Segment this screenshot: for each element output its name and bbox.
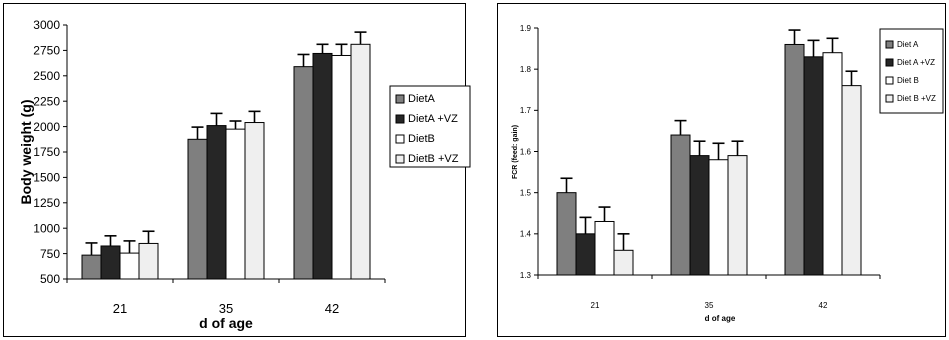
y-axis-title: FCR (feed: gain) bbox=[512, 125, 519, 179]
legend-swatch bbox=[885, 94, 894, 103]
y-tick-label: 1500 bbox=[33, 171, 60, 185]
legend-swatch bbox=[395, 114, 405, 124]
bar bbox=[670, 134, 691, 276]
bar bbox=[312, 52, 333, 280]
bar bbox=[138, 242, 159, 280]
y-tick-label: 1.3 bbox=[520, 271, 532, 280]
right-chart-frame bbox=[497, 3, 946, 337]
legend-swatch bbox=[885, 76, 894, 85]
legend-label: Diet B bbox=[897, 76, 919, 85]
bar bbox=[841, 85, 862, 276]
left-chart-frame bbox=[3, 3, 466, 337]
y-tick-label: 2000 bbox=[33, 120, 60, 134]
x-category-label: 35 bbox=[219, 301, 233, 316]
x-category-label: 35 bbox=[705, 301, 714, 310]
x-category-label: 21 bbox=[113, 301, 127, 316]
bar bbox=[187, 138, 208, 280]
legend-label: DietB +VZ bbox=[408, 153, 459, 165]
bar bbox=[594, 220, 615, 276]
bar bbox=[727, 155, 748, 276]
y-tick-label: 1750 bbox=[33, 145, 60, 159]
x-category-label: 42 bbox=[819, 301, 828, 310]
bar bbox=[244, 122, 265, 280]
legend-swatch bbox=[885, 40, 894, 49]
y-tick-label: 1.6 bbox=[520, 147, 532, 156]
bar bbox=[100, 245, 121, 280]
legend-swatch bbox=[395, 94, 405, 104]
bar bbox=[556, 192, 577, 276]
bar bbox=[119, 252, 140, 280]
bar bbox=[293, 66, 314, 280]
bar bbox=[206, 125, 227, 280]
fcr-chart: 1.3 1.4 1.5 1.6 1.7 1.8 1.9 21 35 42 d of age FCR (… bbox=[512, 24, 944, 323]
legend: Diet A Diet A +VZ Diet B Diet B +VZ bbox=[879, 28, 944, 114]
bar bbox=[689, 155, 710, 276]
bar bbox=[225, 128, 246, 280]
y-tick-label: 1.4 bbox=[520, 230, 532, 239]
y-tick-label: 2250 bbox=[33, 94, 60, 108]
y-tick-label: 1250 bbox=[33, 196, 60, 210]
y-tick-label: 1.8 bbox=[520, 65, 532, 74]
y-tick-label: 1.5 bbox=[520, 188, 532, 197]
legend-label: DietA bbox=[408, 93, 436, 105]
bar bbox=[575, 233, 596, 276]
bar bbox=[784, 43, 805, 276]
x-axis-title: d of age bbox=[199, 315, 253, 331]
legend-label: DietA +VZ bbox=[408, 113, 458, 125]
x-category-label: 21 bbox=[591, 301, 600, 310]
bar bbox=[822, 52, 843, 276]
bar bbox=[708, 159, 729, 276]
x-category-label: 42 bbox=[325, 301, 339, 316]
bar bbox=[81, 254, 102, 280]
body-weight-chart: 500 750 1000 1250 1500 1750 2000 2250 2500 2750 30… bbox=[18, 18, 471, 331]
legend-swatch bbox=[885, 58, 894, 67]
y-tick-label: 1.9 bbox=[520, 24, 532, 33]
legend-label: Diet A +VZ bbox=[897, 58, 935, 67]
bar bbox=[350, 43, 371, 280]
bar bbox=[331, 54, 352, 280]
legend-swatch bbox=[395, 134, 405, 144]
y-tick-label: 2750 bbox=[33, 44, 60, 58]
legend-label: Diet B +VZ bbox=[897, 94, 936, 103]
legend-label: DietB bbox=[408, 133, 435, 145]
x-axis-title: d of age bbox=[705, 314, 736, 323]
legend-swatch bbox=[395, 154, 405, 164]
legend-label: Diet A bbox=[897, 40, 919, 49]
bar bbox=[613, 249, 634, 276]
legend: DietA DietA +VZ DietB DietB +VZ bbox=[389, 85, 471, 168]
y-tick-label: 2500 bbox=[33, 69, 60, 83]
y-tick-label: 500 bbox=[40, 272, 60, 286]
y-tick-label: 1.7 bbox=[520, 106, 532, 115]
y-tick-label: 1000 bbox=[33, 221, 60, 235]
y-tick-label: 3000 bbox=[33, 18, 60, 32]
y-tick-label: 750 bbox=[40, 247, 60, 261]
y-axis-title: Body weight (g) bbox=[18, 100, 34, 205]
bar bbox=[803, 56, 824, 276]
